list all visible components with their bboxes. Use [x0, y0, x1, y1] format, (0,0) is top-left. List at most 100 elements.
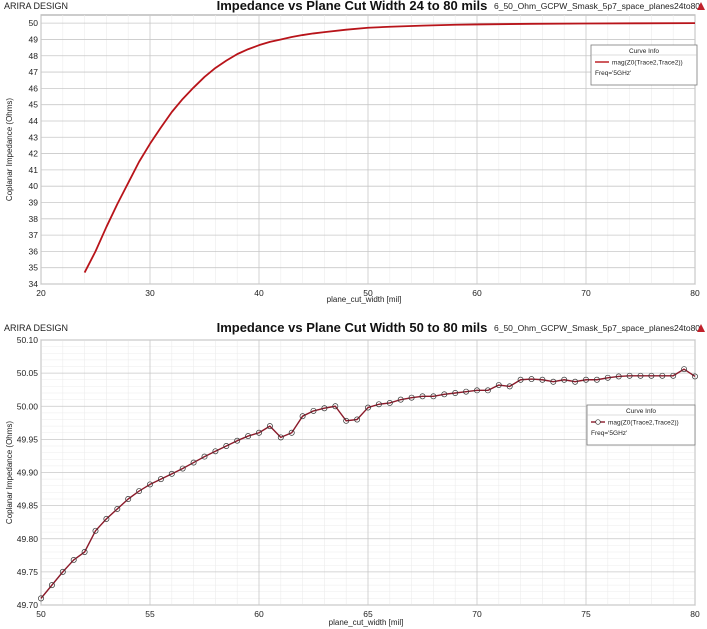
y-axis-label: Coplanar Impedance (Ohms): [5, 421, 14, 524]
y-tick-label: 43: [29, 132, 39, 142]
data-point: [506, 383, 513, 390]
y-tick-label: 49: [29, 34, 39, 44]
x-tick-label: 50: [363, 288, 373, 298]
data-point: [375, 401, 382, 408]
data-point: [245, 433, 252, 440]
data-point: [114, 505, 121, 512]
data-point: [528, 376, 535, 383]
data-point: [168, 470, 175, 477]
data-point: [474, 387, 480, 394]
legend-entry: mag(Z0(Trace2,Trace2)): [612, 60, 683, 67]
chart-svg-bottom: 50 55 60 65 70 75 80 49.70 49.75 49.80 49.85 49.90 4…: [4, 320, 705, 627]
data-point: [277, 434, 284, 441]
data-point: [59, 568, 66, 575]
x-axis-label: plane_cut_width [mil]: [327, 295, 402, 304]
data-point: [615, 373, 622, 380]
data-point: [38, 595, 44, 602]
y-tick-label: 41: [29, 165, 39, 175]
data-point: [136, 488, 143, 494]
legend-box: [590, 44, 698, 86]
y-tick-label: 37: [29, 230, 39, 240]
y-tick-label: 49.85: [17, 501, 39, 511]
data-point: [430, 393, 437, 400]
y-tick-label: 36: [29, 246, 39, 256]
brand-label: ARIRA DESIGN: [4, 1, 68, 11]
series-line: [83, 22, 696, 274]
legend-entry: Freq='5GHz': [591, 430, 627, 437]
ansys-logo-icon: [697, 2, 705, 10]
y-axis-label: Coplanar Impedance (Ohms): [5, 98, 14, 201]
x-tick-label: 75: [581, 609, 591, 619]
data-point: [539, 376, 546, 383]
data-point: [365, 404, 371, 411]
chart-panel-bottom: 50 55 60 65 70 75 80 49.70 49.75 49.80 49.85 49.90 4…: [0, 316, 707, 629]
data-point: [484, 387, 491, 394]
y-tick-label: 49.75: [17, 567, 39, 577]
x-tick-label: 40: [254, 288, 264, 298]
x-tick-label: 65: [363, 609, 373, 619]
data-point: [103, 515, 110, 522]
data-point: [332, 403, 339, 410]
y-tick-label: 50.00: [17, 401, 39, 411]
data-point: [397, 396, 404, 403]
data-point: [190, 459, 197, 466]
data-point: [343, 417, 350, 424]
data-point: [659, 372, 666, 379]
x-tick-label: 60: [472, 288, 482, 298]
y-tick-label: 35: [29, 263, 39, 273]
data-point: [386, 399, 393, 406]
x-tick-label: 70: [581, 288, 591, 298]
ansys-logo-icon: [697, 324, 705, 332]
brand-label: ARIRA DESIGN: [4, 323, 68, 333]
series-line: [40, 368, 696, 599]
data-point: [648, 372, 655, 379]
data-point: [441, 391, 448, 398]
x-tick-label: 55: [145, 609, 155, 619]
legend-entry: mag(Z0(Trace2,Trace2)): [608, 420, 679, 427]
x-tick-label: 80: [690, 609, 700, 619]
x-tick-label: 30: [145, 288, 155, 298]
legend-title: Curve Info: [629, 48, 659, 55]
data-point: [561, 376, 568, 383]
data-point: [419, 393, 426, 400]
data-point: [670, 372, 677, 379]
y-tick-label: 38: [29, 214, 39, 224]
legend-entry: Freq='5GHz': [595, 70, 631, 77]
data-point: [147, 481, 153, 488]
legend-title: Curve Info: [626, 408, 656, 415]
data-point: [321, 405, 328, 412]
data-point: [354, 416, 361, 423]
data-point: [48, 582, 55, 589]
chart-panel-top: 20 30 40 50 60 70 80 34 35 36 37 38 39 40 41 42 43 44 45 46…: [4, 0, 705, 304]
x-tick-label: 50: [36, 609, 46, 619]
data-point: [495, 382, 502, 389]
data-point: [692, 373, 698, 380]
data-point: [452, 390, 459, 396]
data-point: [234, 437, 241, 444]
data-point: [212, 448, 219, 455]
y-tick-label: 49.95: [17, 434, 39, 444]
data-point: [299, 413, 306, 420]
project-name: 6_50_Ohm_GCPW_Smask_5p7_space_planes24to…: [494, 323, 700, 333]
data-point: [583, 376, 589, 383]
y-tick-label: 46: [29, 83, 39, 93]
y-tick-label: 48: [29, 51, 39, 61]
data-point: [223, 443, 230, 449]
y-tick-label: 50.10: [17, 335, 39, 345]
data-point: [266, 423, 273, 430]
data-point: [626, 372, 633, 379]
data-point: [550, 378, 557, 385]
y-tick-label: 42: [29, 149, 39, 159]
y-tick-label: 44: [29, 116, 39, 126]
chart-svg-top: 20 30 40 50 60 70 80 34 35 36 37 38 39 40 41 42 43 44 45 46…: [4, 0, 705, 304]
data-point: [517, 376, 524, 383]
y-tick-label: 50.05: [17, 368, 39, 378]
y-tick-label: 39: [29, 197, 39, 207]
legend-box: [586, 404, 696, 446]
data-point: [81, 549, 88, 555]
data-point: [408, 394, 415, 401]
data-point: [179, 465, 186, 472]
data-point: [463, 388, 470, 395]
y-tick-label: 49.90: [17, 468, 39, 478]
data-point: [125, 496, 132, 502]
